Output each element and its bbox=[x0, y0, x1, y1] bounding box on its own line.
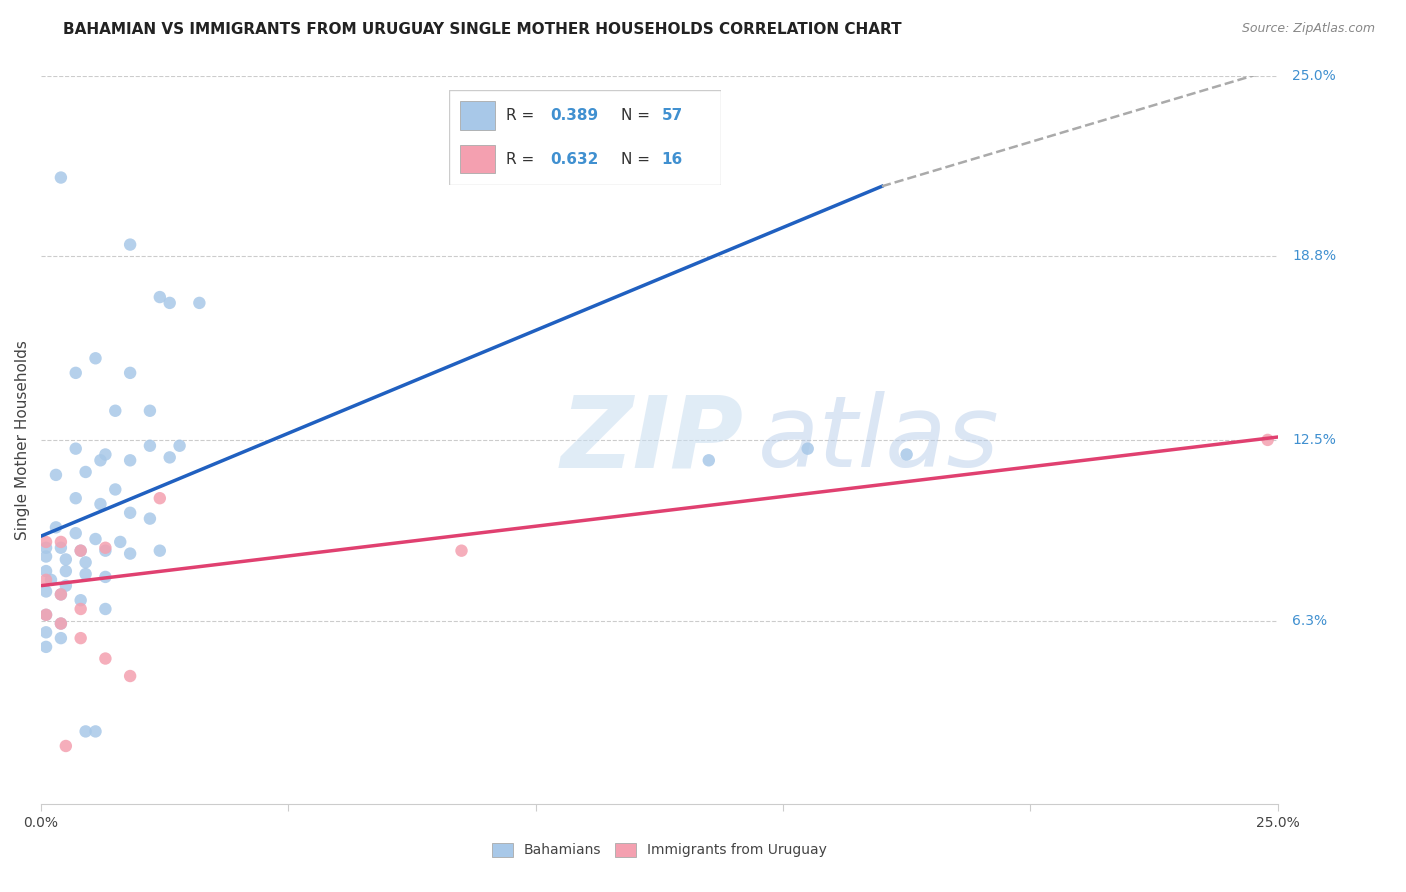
Point bbox=[94, 570, 117, 584]
Point bbox=[45, 520, 67, 534]
Point bbox=[75, 566, 97, 581]
Point bbox=[149, 290, 172, 304]
Point bbox=[65, 491, 87, 506]
Point bbox=[450, 543, 472, 558]
Y-axis label: Single Mother Households: Single Mother Households bbox=[15, 340, 30, 540]
Point bbox=[39, 573, 62, 587]
Point bbox=[69, 602, 91, 616]
Point bbox=[94, 448, 117, 462]
Point bbox=[35, 541, 58, 555]
Point bbox=[110, 535, 132, 549]
Point bbox=[84, 532, 107, 546]
Point bbox=[169, 439, 191, 453]
Point bbox=[35, 607, 58, 622]
Point bbox=[35, 584, 58, 599]
Point bbox=[35, 549, 58, 564]
Point bbox=[35, 625, 58, 640]
Point bbox=[69, 543, 91, 558]
Point bbox=[796, 442, 818, 456]
Point bbox=[896, 448, 918, 462]
Point bbox=[65, 526, 87, 541]
Point bbox=[49, 616, 72, 631]
Point bbox=[89, 497, 111, 511]
Point bbox=[49, 616, 72, 631]
Text: ZIP: ZIP bbox=[561, 392, 744, 489]
Point bbox=[55, 552, 77, 566]
Point bbox=[55, 739, 77, 753]
Point bbox=[49, 587, 72, 601]
Point bbox=[35, 573, 58, 587]
Point bbox=[84, 724, 107, 739]
Text: 25.0%: 25.0% bbox=[1292, 69, 1336, 83]
Point bbox=[104, 403, 127, 417]
Point bbox=[188, 296, 211, 310]
Point bbox=[120, 453, 142, 467]
Text: atlas: atlas bbox=[758, 392, 1000, 489]
Point bbox=[35, 607, 58, 622]
Point bbox=[49, 631, 72, 645]
Point bbox=[69, 631, 91, 645]
Point bbox=[35, 640, 58, 654]
Point bbox=[139, 403, 162, 417]
Point bbox=[94, 541, 117, 555]
Point bbox=[94, 602, 117, 616]
Point bbox=[94, 543, 117, 558]
Point bbox=[139, 511, 162, 525]
Text: Source: ZipAtlas.com: Source: ZipAtlas.com bbox=[1241, 22, 1375, 36]
Point bbox=[49, 541, 72, 555]
Text: 12.5%: 12.5% bbox=[1292, 433, 1336, 447]
Point bbox=[89, 453, 111, 467]
Point bbox=[69, 543, 91, 558]
Legend: Bahamians, Immigrants from Uruguay: Bahamians, Immigrants from Uruguay bbox=[486, 837, 832, 863]
Point bbox=[104, 483, 127, 497]
Point bbox=[55, 579, 77, 593]
Point bbox=[65, 442, 87, 456]
Point bbox=[94, 651, 117, 665]
Point bbox=[35, 535, 58, 549]
Point bbox=[84, 351, 107, 366]
Point bbox=[1257, 433, 1279, 447]
Point bbox=[120, 547, 142, 561]
Point bbox=[75, 555, 97, 569]
Point bbox=[120, 366, 142, 380]
Point bbox=[65, 366, 87, 380]
Point bbox=[49, 170, 72, 185]
Point bbox=[49, 587, 72, 601]
Text: BAHAMIAN VS IMMIGRANTS FROM URUGUAY SINGLE MOTHER HOUSEHOLDS CORRELATION CHART: BAHAMIAN VS IMMIGRANTS FROM URUGUAY SING… bbox=[63, 22, 901, 37]
Point bbox=[697, 453, 720, 467]
Point bbox=[35, 564, 58, 578]
Point bbox=[69, 593, 91, 607]
Point bbox=[75, 465, 97, 479]
Point bbox=[45, 467, 67, 482]
Point bbox=[120, 237, 142, 252]
Text: 6.3%: 6.3% bbox=[1292, 614, 1327, 628]
Point bbox=[75, 724, 97, 739]
Point bbox=[159, 450, 181, 465]
Point bbox=[49, 535, 72, 549]
Point bbox=[120, 506, 142, 520]
Text: 18.8%: 18.8% bbox=[1292, 249, 1337, 263]
Point bbox=[120, 669, 142, 683]
Point bbox=[139, 439, 162, 453]
Point bbox=[149, 491, 172, 506]
Point bbox=[159, 296, 181, 310]
Point bbox=[149, 543, 172, 558]
Point bbox=[55, 564, 77, 578]
